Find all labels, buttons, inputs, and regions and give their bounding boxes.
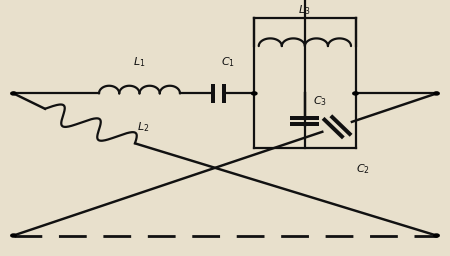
Text: $C_1$: $C_1$ <box>221 55 235 69</box>
Text: $C_2$: $C_2$ <box>356 162 369 176</box>
Circle shape <box>11 234 16 237</box>
Circle shape <box>252 92 257 95</box>
Circle shape <box>434 234 439 237</box>
Circle shape <box>353 92 358 95</box>
Circle shape <box>11 92 16 95</box>
Text: $L_1$: $L_1$ <box>133 55 146 69</box>
Circle shape <box>434 92 439 95</box>
Text: $L_2$: $L_2$ <box>137 120 149 134</box>
Text: $C_3$: $C_3$ <box>313 94 327 108</box>
Text: $L_3$: $L_3$ <box>298 3 311 17</box>
